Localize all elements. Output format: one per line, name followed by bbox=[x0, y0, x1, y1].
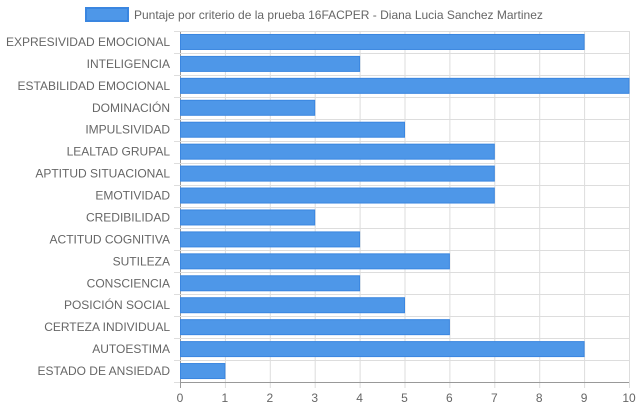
category-label: POSICIÓN SOCIAL bbox=[64, 297, 170, 312]
bar[interactable] bbox=[180, 33, 585, 50]
x-tick-label: 5 bbox=[401, 391, 408, 405]
category-label: ACTITUD COGNITIVA bbox=[50, 232, 170, 246]
bar[interactable] bbox=[180, 143, 495, 160]
bar[interactable] bbox=[180, 77, 630, 94]
bar[interactable] bbox=[180, 187, 495, 204]
category-label: EMOTIVIDAD bbox=[95, 189, 170, 203]
x-tick-label: 2 bbox=[266, 391, 273, 405]
x-axis-tick-labels: 0 1 2 3 4 5 6 7 8 9 10 bbox=[177, 391, 636, 405]
category-label: IMPULSIVIDAD bbox=[85, 123, 170, 137]
bar[interactable] bbox=[180, 231, 361, 248]
x-tick-label: 0 bbox=[177, 391, 184, 405]
category-label: ESTABILIDAD EMOCIONAL bbox=[18, 79, 171, 93]
bar[interactable] bbox=[180, 253, 450, 270]
category-label: INTELIGENCIA bbox=[87, 57, 170, 71]
x-tick-label: 7 bbox=[491, 391, 498, 405]
bar[interactable] bbox=[180, 55, 361, 72]
x-tick-label: 3 bbox=[311, 391, 318, 405]
legend-swatch[interactable] bbox=[85, 7, 129, 22]
category-label: CONSCIENCIA bbox=[87, 276, 170, 290]
bar[interactable] bbox=[180, 99, 316, 116]
bar[interactable] bbox=[180, 121, 405, 138]
category-label: ESTADO DE ANSIEDAD bbox=[38, 364, 171, 378]
x-tick-label: 8 bbox=[536, 391, 543, 405]
category-label: AUTOESTIMA bbox=[92, 342, 170, 356]
legend-label[interactable]: Puntaje por criterio de la prueba 16FACP… bbox=[134, 8, 543, 22]
category-label: LEALTAD GRUPAL bbox=[67, 145, 171, 159]
category-label: DOMINACIÓN bbox=[92, 100, 170, 115]
x-tick-label: 9 bbox=[581, 391, 588, 405]
x-tick-label: 4 bbox=[356, 391, 363, 405]
x-tick-label: 10 bbox=[622, 391, 636, 405]
category-label: CERTEZA INDIVIDUAL bbox=[44, 320, 170, 334]
x-tick-label: 6 bbox=[446, 391, 453, 405]
x-tick-label: 1 bbox=[222, 391, 229, 405]
category-label: SUTILEZA bbox=[113, 254, 170, 268]
bars bbox=[180, 33, 630, 380]
bar[interactable] bbox=[180, 209, 316, 226]
category-labels: EXPRESIVIDAD EMOCIONAL INTELIGENCIA ESTABI… bbox=[6, 35, 170, 378]
bar[interactable] bbox=[180, 363, 226, 380]
bar[interactable] bbox=[180, 319, 450, 336]
category-label: APTITUD SITUACIONAL bbox=[35, 167, 170, 181]
bar[interactable] bbox=[180, 165, 495, 182]
category-label: EXPRESIVIDAD EMOCIONAL bbox=[6, 35, 170, 49]
bar[interactable] bbox=[180, 297, 405, 314]
bar[interactable] bbox=[180, 275, 361, 292]
legend[interactable]: Puntaje por criterio de la prueba 16FACP… bbox=[85, 7, 543, 22]
bar[interactable] bbox=[180, 341, 585, 358]
category-label: CREDIBILIDAD bbox=[86, 210, 170, 224]
